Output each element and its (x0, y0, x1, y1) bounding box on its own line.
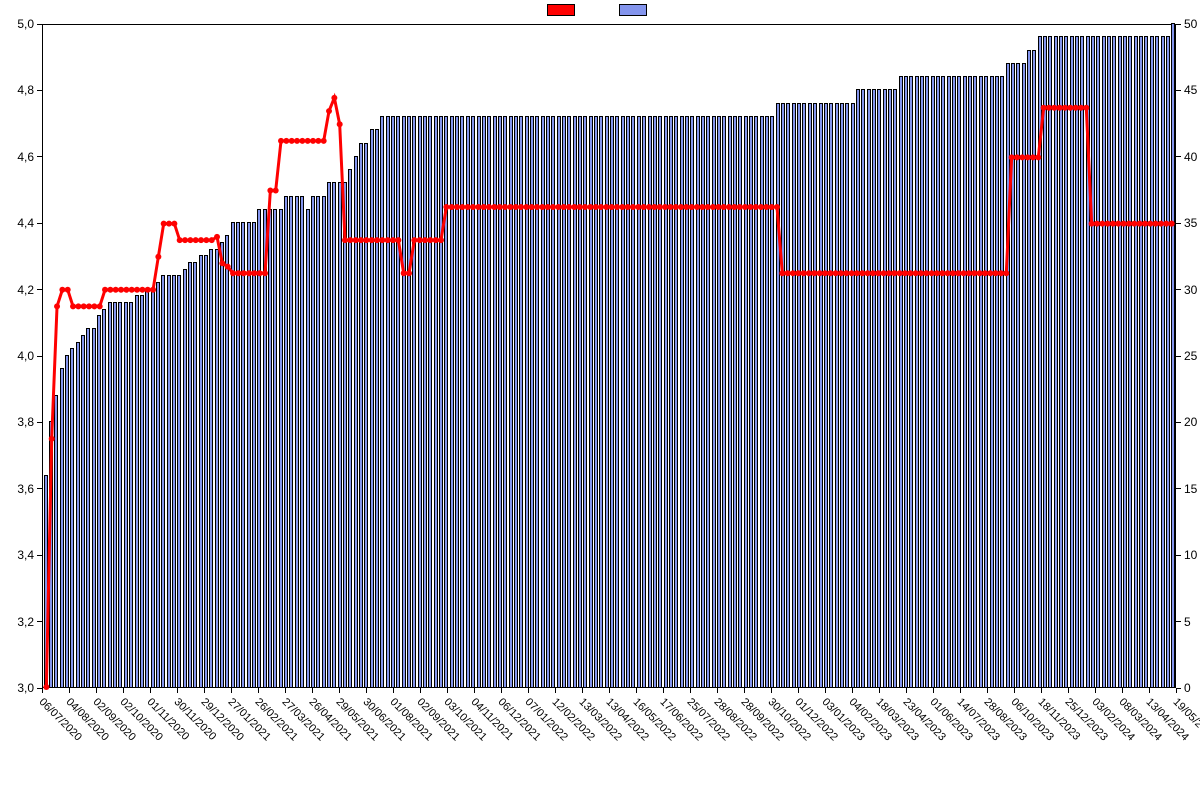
y-left-tick-label: 4,2 (17, 284, 34, 296)
y-right-tick-label: 5 (1184, 616, 1191, 628)
y-left-tick-label: 4,6 (17, 151, 34, 163)
legend-swatch-line (547, 4, 575, 16)
y-left-tick-label: 4,0 (17, 350, 34, 362)
y-right-tick-label: 0 (1184, 682, 1191, 694)
legend (547, 4, 653, 16)
legend-swatch-bars (619, 4, 647, 16)
y-right-tick-label: 40 (1184, 151, 1197, 163)
y-right-tick-label: 35 (1184, 217, 1197, 229)
legend-item-line (547, 4, 581, 16)
y-left-tick-label: 4,4 (17, 217, 34, 229)
y-right-tick-label: 45 (1184, 84, 1197, 96)
y-left-tick-label: 3,0 (17, 682, 34, 694)
y-left-tick-label: 4,8 (17, 84, 34, 96)
y-right-tick-label: 10 (1184, 549, 1197, 561)
y-right-tick-label: 30 (1184, 284, 1197, 296)
x-axis-labels: 06/07/202004/08/202002/09/202002/10/2020… (42, 24, 1176, 688)
y-right-tick-label: 50 (1184, 18, 1197, 30)
y-left-tick-label: 3,8 (17, 416, 34, 428)
plot-area: 3,03,23,43,63,84,04,24,44,64,85,0 051015… (42, 24, 1176, 688)
y-left-tick-label: 3,2 (17, 616, 34, 628)
y-left-tick-label: 3,4 (17, 549, 34, 561)
y-right-tick-label: 15 (1184, 483, 1197, 495)
y-right-tick-label: 20 (1184, 416, 1197, 428)
y-right-tick-label: 25 (1184, 350, 1197, 362)
y-left-tick-label: 3,6 (17, 483, 34, 495)
legend-item-bars (619, 4, 653, 16)
y-left-tick-label: 5,0 (17, 18, 34, 30)
chart-root: 3,0 3,2 3,4 3,6 3,8 4,0 4,2 4,4 4,6 4,8 5,0 0 5 10 15… (0, 0, 1200, 800)
